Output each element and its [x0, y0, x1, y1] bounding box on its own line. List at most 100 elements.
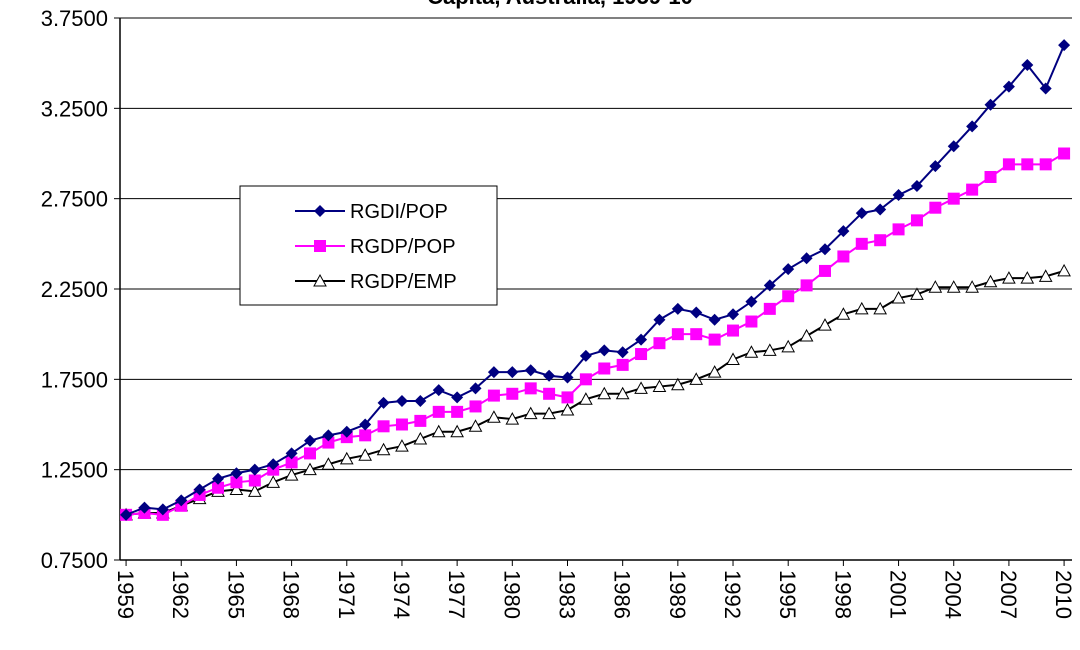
- data-point: [303, 462, 317, 476]
- data-point: [615, 386, 630, 400]
- data-point: [377, 396, 390, 409]
- data-point: [1039, 82, 1052, 95]
- data-point: [818, 264, 831, 277]
- y-tick-label: 0.7500: [41, 548, 108, 573]
- legend-marker: [314, 240, 326, 252]
- data-point: [1021, 158, 1034, 171]
- data-point: [763, 279, 776, 292]
- data-point: [579, 373, 592, 386]
- data-point: [285, 447, 298, 460]
- data-point: [285, 456, 298, 469]
- data-point: [1039, 158, 1052, 171]
- x-tick-label: 1974: [389, 570, 414, 619]
- legend-label: RGDI/POP: [350, 201, 448, 223]
- x-tick-label: 1959: [113, 570, 138, 619]
- x-tick-label: 1971: [334, 570, 359, 619]
- data-point: [781, 339, 796, 353]
- data-point: [266, 475, 281, 488]
- data-point: [395, 395, 408, 408]
- data-point: [929, 160, 942, 173]
- data-point: [303, 447, 316, 460]
- data-point: [984, 170, 997, 183]
- x-tick-label: 1998: [830, 570, 855, 619]
- x-tick-label: 1965: [223, 570, 248, 619]
- data-point: [1038, 269, 1053, 282]
- data-point: [395, 418, 408, 431]
- data-point: [451, 391, 464, 404]
- data-point: [212, 481, 225, 494]
- data-point: [782, 263, 795, 276]
- data-point: [653, 337, 666, 350]
- data-point: [120, 508, 133, 521]
- legend-marker: [313, 273, 327, 287]
- data-point: [505, 412, 520, 425]
- legend-label: RGDP/EMP: [350, 271, 457, 293]
- data-point: [635, 333, 648, 346]
- legend-box: [239, 185, 498, 306]
- data-point: [800, 252, 813, 265]
- x-tick-label: 1962: [168, 570, 193, 619]
- data-point: [1020, 271, 1035, 284]
- x-tick-label: 2010: [1051, 570, 1076, 619]
- data-point: [469, 400, 482, 413]
- data-point: [432, 384, 445, 397]
- data-point: [947, 192, 960, 205]
- data-point: [230, 476, 243, 489]
- data-point: [690, 306, 703, 319]
- data-point: [836, 307, 851, 320]
- data-point: [854, 301, 869, 315]
- x-tick-label: 1968: [279, 570, 304, 619]
- chart-title: Capita, Australia, 1959-10: [427, 0, 693, 9]
- data-point: [560, 403, 575, 416]
- series-line: [125, 152, 1065, 516]
- data-point: [744, 345, 759, 358]
- data-point: [874, 234, 887, 247]
- data-point: [156, 503, 169, 516]
- data-point: [597, 386, 612, 400]
- data-point: [671, 302, 684, 315]
- data-point: [892, 223, 905, 236]
- data-point: [138, 501, 151, 514]
- data-point: [910, 180, 923, 193]
- data-point: [762, 343, 777, 356]
- data-point: [873, 301, 888, 315]
- data-point: [653, 313, 666, 326]
- data-point: [303, 434, 316, 447]
- data-point: [487, 410, 501, 423]
- data-point: [542, 406, 556, 420]
- data-point: [745, 295, 758, 308]
- data-point: [1058, 147, 1071, 160]
- x-tick-label: 1977: [444, 570, 469, 619]
- data-point: [561, 391, 574, 404]
- y-tick-label: 2.2500: [41, 277, 108, 302]
- data-point: [837, 250, 850, 263]
- data-point: [322, 436, 335, 449]
- x-tick-label: 1995: [775, 570, 800, 619]
- data-point: [579, 392, 593, 405]
- data-point: [487, 366, 500, 379]
- data-point: [506, 387, 519, 400]
- data-point: [652, 379, 667, 393]
- data-point: [1002, 158, 1015, 171]
- data-point: [855, 237, 868, 250]
- data-point: [598, 362, 611, 375]
- data-point: [431, 424, 446, 438]
- data-point: [946, 280, 961, 293]
- data-point: [284, 468, 299, 481]
- data-point: [892, 189, 905, 202]
- x-tick-label: 1989: [665, 570, 690, 619]
- x-tick-label: 1983: [554, 570, 579, 619]
- x-tick-label: 2007: [996, 570, 1021, 619]
- data-point: [523, 406, 538, 420]
- data-point: [947, 140, 960, 153]
- data-point: [229, 482, 244, 496]
- data-point: [965, 280, 979, 293]
- data-point: [359, 418, 372, 431]
- data-point: [837, 225, 850, 238]
- data-point: [468, 419, 483, 432]
- y-tick-label: 1.2500: [41, 458, 108, 483]
- data-point: [635, 348, 648, 361]
- data-point: [340, 425, 353, 438]
- legend-marker: [314, 205, 326, 217]
- data-point: [689, 372, 704, 385]
